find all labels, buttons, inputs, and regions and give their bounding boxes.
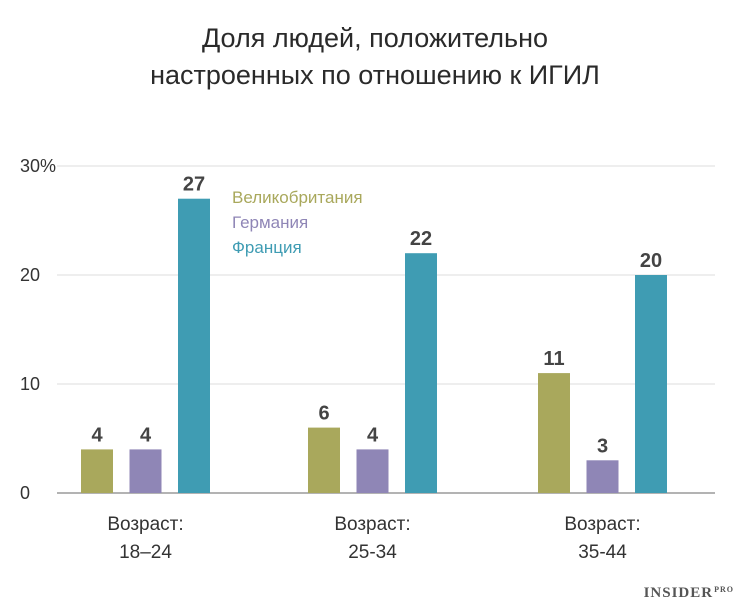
bar-value-label: 3 [597, 435, 608, 457]
bar [538, 373, 570, 493]
bar-value-label: 4 [367, 424, 379, 446]
category-label: Возраст: [334, 514, 410, 535]
brand-logo: INSIDERPRO [644, 585, 734, 602]
legend-item: Франция [232, 238, 302, 257]
y-tick-label: 30% [20, 156, 56, 176]
bar [586, 460, 619, 493]
bar-value-label: 22 [410, 228, 432, 250]
bar [405, 253, 437, 493]
title-line-1: Доля людей, положительно [201, 23, 549, 53]
bar-value-label: 6 [318, 403, 329, 425]
category-label: Возраст: [107, 514, 183, 535]
legend-item: Германия [232, 213, 308, 232]
brand-name: INSIDER [643, 585, 714, 601]
category-label: 25-34 [348, 542, 397, 563]
bar-value-label: 4 [140, 424, 152, 446]
category-label: 18–24 [119, 542, 172, 563]
bar [635, 275, 667, 493]
category-label: Возраст: [564, 514, 640, 535]
bar [356, 449, 389, 493]
bar-value-label: 27 [183, 174, 205, 196]
title-line-2: настроенных по отношению к ИГИЛ [150, 60, 600, 90]
bar-value-label: 20 [640, 250, 662, 272]
bar-value-label: 11 [543, 348, 564, 370]
brand-suffix: PRO [714, 585, 734, 594]
legend-item: Великобритания [232, 188, 363, 207]
bar [81, 449, 113, 493]
bar-value-label: 4 [91, 424, 103, 446]
bar [129, 449, 162, 493]
bar [178, 198, 210, 493]
y-tick-label: 10 [20, 374, 40, 394]
bar [308, 427, 340, 493]
y-tick-label: 20 [20, 265, 40, 285]
category-label: 35-44 [578, 542, 627, 563]
y-tick-label: 0 [20, 483, 30, 503]
chart-title: Доля людей, положительно настроенных по … [0, 20, 750, 94]
